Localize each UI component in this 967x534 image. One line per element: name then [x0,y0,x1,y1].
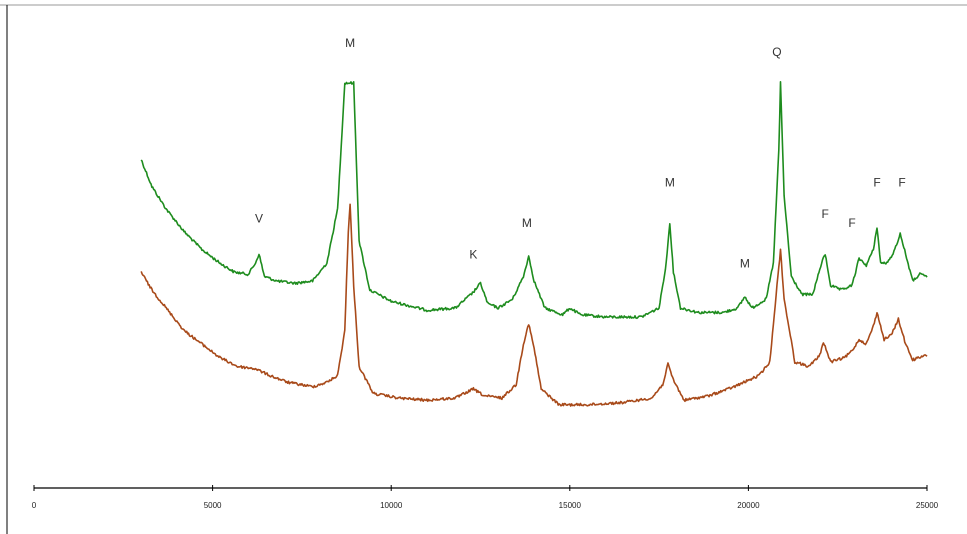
peak-label: K [469,248,477,262]
peak-label: M [522,216,532,230]
x-tick-label: 10000 [380,501,403,510]
peak-label: F [848,216,855,230]
x-axis: 0 5000 10000 15000 20000 25000 [32,485,939,510]
peak-label: M [345,36,355,50]
peak-label: Q [772,45,781,59]
x-tick-label: 0 [32,501,37,510]
x-tick-label: 5000 [204,501,222,510]
x-tick-label: 25000 [916,501,939,510]
peak-labels: V M K M M M Q F F F F [255,36,906,271]
series-layer [140,81,928,407]
x-tick-label: 20000 [737,501,760,510]
peak-label: V [255,212,263,226]
plot-area: 0 5000 10000 15000 20000 25000 V M K M M M Q F F F F [32,36,939,510]
peak-label: M [665,176,675,190]
series-line-1 [140,203,928,407]
peak-label: F [898,176,905,190]
x-tick-label: 15000 [559,501,582,510]
peak-label: F [822,207,829,221]
series-line-0 [140,81,928,320]
peak-label: M [740,257,750,271]
peak-label: F [873,176,880,190]
